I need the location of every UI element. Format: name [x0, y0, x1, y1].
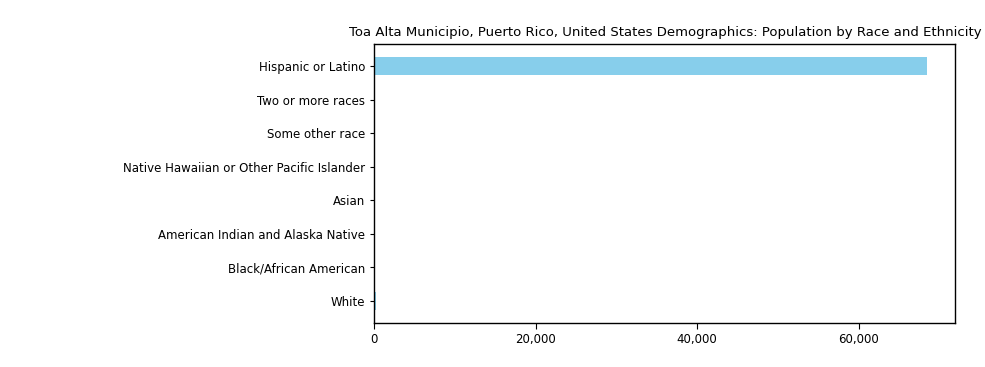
- Title: Toa Alta Municipio, Puerto Rico, United States Demographics: Population by Race : Toa Alta Municipio, Puerto Rico, United …: [349, 26, 981, 39]
- Bar: [374, 57, 927, 75]
- Bar: [374, 292, 375, 310]
